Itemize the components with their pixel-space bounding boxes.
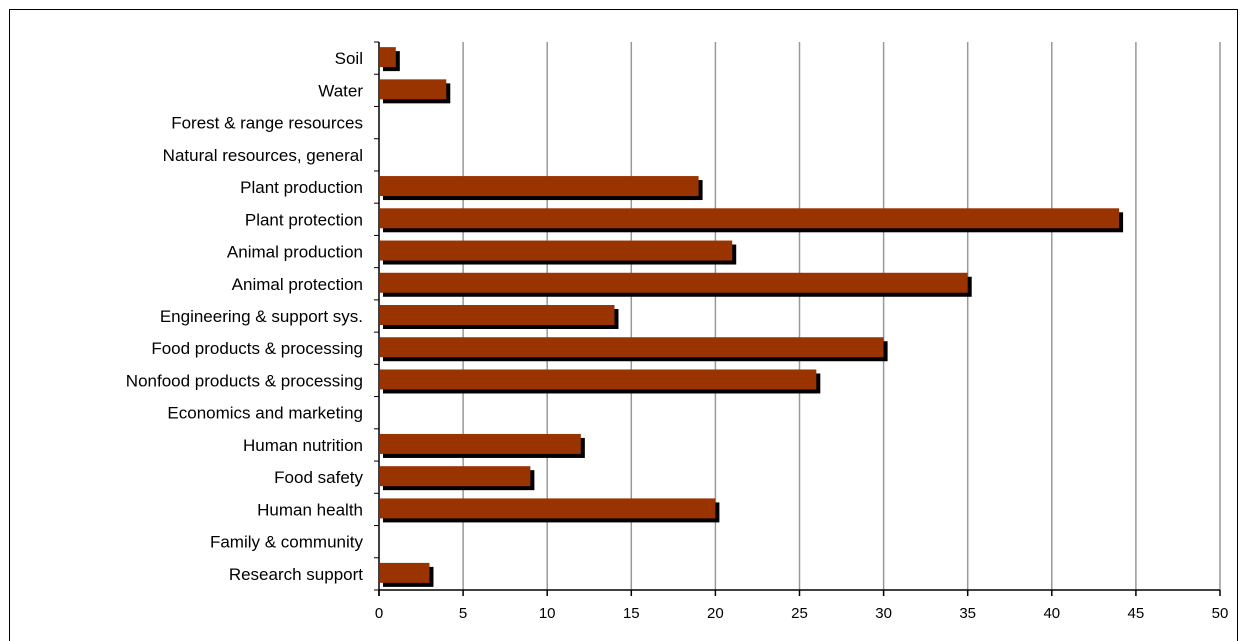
category-label-10: Nonfood products & processing <box>126 371 363 390</box>
bar-4 <box>380 176 699 197</box>
category-label-4: Plant production <box>240 178 363 197</box>
category-label-0: Soil <box>335 49 363 68</box>
bar-0 <box>380 47 396 68</box>
bar-13 <box>380 466 531 487</box>
category-label-12: Human nutrition <box>243 436 363 455</box>
category-label-13: Food safety <box>274 468 363 487</box>
category-label-7: Animal protection <box>232 275 363 294</box>
x-tick-label-10: 10 <box>539 605 556 622</box>
category-label-5: Plant protection <box>245 210 363 229</box>
bar-12 <box>380 433 581 454</box>
category-label-3: Natural resources, general <box>163 146 363 165</box>
grid-lines <box>462 42 1221 590</box>
axes <box>374 41 1221 596</box>
bar-6 <box>380 240 733 261</box>
bars <box>380 47 1124 587</box>
category-label-14: Human health <box>257 500 363 519</box>
category-label-9: Food products & processing <box>151 339 363 358</box>
bar-16 <box>380 562 430 583</box>
bar-14 <box>380 498 716 519</box>
x-tick-label-25: 25 <box>791 605 808 622</box>
x-tick-label-0: 0 <box>375 605 383 622</box>
category-label-8: Engineering & support sys. <box>160 307 363 326</box>
x-tick-label-45: 45 <box>1128 605 1145 622</box>
bar-9 <box>380 337 884 358</box>
x-tick-label-30: 30 <box>875 605 892 622</box>
chart-frame <box>9 9 1238 641</box>
bar-7 <box>380 272 968 293</box>
x-tick-labels: 0 5 10 15 20 25 30 35 40 45 50 <box>375 605 1229 622</box>
category-label-16: Research support <box>229 565 363 584</box>
x-tick-label-50: 50 <box>1212 605 1229 622</box>
category-label-2: Forest & range resources <box>171 114 363 133</box>
x-tick-label-40: 40 <box>1043 605 1060 622</box>
category-label-6: Animal production <box>227 243 363 262</box>
category-labels: Soil Water Forest & range resources Natural… <box>126 49 364 584</box>
category-label-1: Water <box>318 81 363 100</box>
category-label-15: Family & community <box>210 533 364 552</box>
bar-5 <box>380 208 1120 229</box>
bar-10 <box>380 369 817 390</box>
x-tick-label-20: 20 <box>707 605 724 622</box>
x-tick-label-15: 15 <box>623 605 640 622</box>
x-tick-label-35: 35 <box>959 605 976 622</box>
bar-1 <box>380 79 447 100</box>
category-label-11: Economics and marketing <box>167 404 363 423</box>
x-tick-label-5: 5 <box>459 605 467 622</box>
bar-8 <box>380 305 615 325</box>
